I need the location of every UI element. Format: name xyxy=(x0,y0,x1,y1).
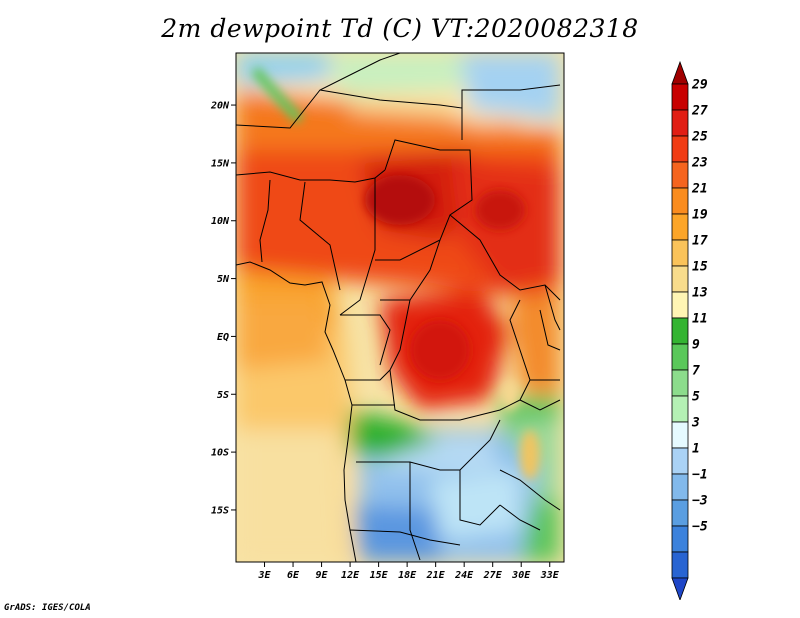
x-tick-label: 30E xyxy=(511,570,531,581)
colorbar-label: 27 xyxy=(691,104,708,119)
colorbar-cell xyxy=(671,109,689,137)
y-tick-label: 10S xyxy=(211,448,229,459)
colorbar-cell xyxy=(671,187,689,215)
colorbar-label: 15 xyxy=(692,260,708,275)
colorbar-cell xyxy=(671,551,689,579)
x-tick-label: 18E xyxy=(398,570,417,581)
colorbar-cell xyxy=(671,265,689,293)
colorbar-cell xyxy=(671,525,689,553)
x-tick-label: 21E xyxy=(426,570,446,581)
x-axis: 3E 6E 9E 12E 15E 18E 21E 24E 27E 30E 33E xyxy=(257,562,560,581)
colorbar-cell xyxy=(671,60,689,85)
colorbar-cell xyxy=(671,317,689,345)
colorbar-label: 21 xyxy=(691,182,708,197)
x-tick-label: 3E xyxy=(257,570,271,581)
colorbar-cell xyxy=(671,135,689,163)
y-tick-label: 10N xyxy=(211,216,230,227)
colorbar-label: 19 xyxy=(692,208,708,223)
chart-title: 2m dewpoint Td (C) VT:2020082318 xyxy=(161,14,639,43)
y-tick-label: 20N xyxy=(210,101,230,112)
colorbar-cell xyxy=(671,213,689,241)
colorbar-label: 7 xyxy=(692,364,700,379)
dewpoint-field xyxy=(236,53,564,562)
y-tick-label: EQ xyxy=(217,332,229,343)
colorbar-label: 1 xyxy=(692,442,700,457)
country-borders xyxy=(236,53,561,562)
colorbar-label: 25 xyxy=(691,130,708,145)
colorbar-label: −5 xyxy=(692,520,708,535)
y-axis: 20N 15N 10N 5N EQ 5S 10S 15S xyxy=(210,101,236,516)
x-tick-label: 6E xyxy=(287,570,300,581)
y-tick-label: 15S xyxy=(211,505,229,516)
colorbar-cell xyxy=(671,369,689,397)
colorbar-label: 3 xyxy=(691,416,700,431)
colorbar-label: 9 xyxy=(692,338,700,353)
y-tick-label: 15N xyxy=(211,158,230,169)
colorbar-cell xyxy=(671,447,689,475)
y-tick-label: 5S xyxy=(217,390,229,401)
map-figure: 20N 15N 10N 5N EQ 5S 10S 15S 3E 6E 9E 12E 15E 18E 21E… xyxy=(210,52,708,600)
colorbar-label: 11 xyxy=(692,312,708,327)
x-tick-label: 24E xyxy=(454,570,474,581)
colorbar-cell xyxy=(671,395,689,423)
colorbar-cell xyxy=(671,343,689,371)
colorbar-cell xyxy=(671,83,689,111)
colorbar-label: 17 xyxy=(692,234,708,249)
x-tick-label: 33E xyxy=(540,570,560,581)
colorbar-label: −3 xyxy=(692,494,708,509)
y-tick-label: 5N xyxy=(217,274,230,285)
colorbar-cell xyxy=(671,161,689,189)
colorbar-cell xyxy=(671,499,689,527)
colorbar-cell xyxy=(671,473,689,501)
colorbar-label: 13 xyxy=(692,286,708,301)
map-frame xyxy=(235,52,565,563)
colorbar-cell xyxy=(671,421,689,449)
x-tick-label: 27E xyxy=(483,570,503,581)
colorbar-label: −1 xyxy=(692,468,708,483)
colorbar-cell xyxy=(671,577,689,600)
colorbar-label: 5 xyxy=(692,390,700,405)
colorbar: 29 27 25 23 21 19 17 15 13 11 9 7 5 3 1 −1 −3 −5 xyxy=(671,60,708,600)
credit-text: GrADS: IGES/COLA xyxy=(4,603,91,613)
colorbar-label: 29 xyxy=(691,78,708,93)
x-tick-label: 15E xyxy=(370,570,389,581)
x-tick-label: 12E xyxy=(341,570,360,581)
x-tick-label: 9E xyxy=(316,570,329,581)
colorbar-cell xyxy=(671,291,689,319)
colorbar-cell xyxy=(671,239,689,267)
colorbar-label: 23 xyxy=(691,156,708,171)
